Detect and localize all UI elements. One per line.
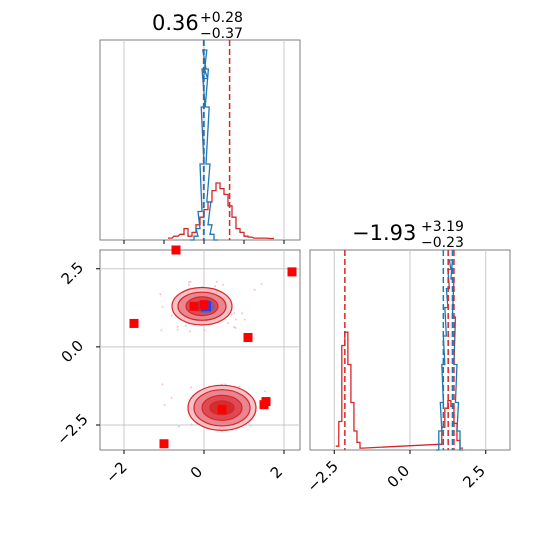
scatter-haze <box>177 425 180 428</box>
panel-frame <box>99 39 301 241</box>
scatter-haze <box>190 386 193 389</box>
series-red <box>168 182 274 240</box>
marginal-panel-param-1 <box>99 39 301 244</box>
scatter-marker <box>199 300 209 310</box>
scatter-haze <box>230 313 233 316</box>
title-param-1-plus: +0.28 <box>200 10 243 26</box>
scatter-marker <box>159 439 169 449</box>
scatter-marker <box>129 318 139 328</box>
scatter-marker <box>217 404 227 414</box>
marginal-panel-param-2: −2.5 0.0 2.5 <box>303 249 511 496</box>
scatter-marker <box>287 267 297 277</box>
x-tick-label: 2.5 <box>459 462 489 492</box>
scatter-haze <box>250 424 253 427</box>
scatter-haze <box>160 329 163 332</box>
y-tick-label: 2.5 <box>58 258 88 288</box>
scatter-marker <box>243 333 253 342</box>
title-param-1: 0.36 <box>152 11 199 35</box>
scatter-haze <box>189 330 192 333</box>
scatter-haze <box>227 322 230 325</box>
scatter-haze <box>260 282 263 285</box>
y-tick-label: −2.5 <box>53 410 91 448</box>
scatter-haze <box>189 280 192 283</box>
scatter-haze <box>234 318 237 321</box>
y-tick-label: 0.0 <box>58 337 88 367</box>
scatter-haze <box>243 318 246 321</box>
x-tick-label: −2 <box>102 458 130 486</box>
scatter-haze <box>161 305 164 308</box>
scatter-marker <box>189 301 199 311</box>
scatter-haze <box>190 423 193 426</box>
scatter-haze <box>170 396 173 399</box>
scatter-haze <box>234 326 237 329</box>
joint-panel: −2 0 2 −2.5 0.0 2.5 <box>53 245 301 487</box>
scatter-haze <box>241 312 244 315</box>
scatter-haze <box>187 281 190 284</box>
scatter-haze <box>163 404 166 407</box>
x-tick-label: 0 <box>187 463 206 482</box>
series-blue <box>190 49 218 241</box>
title-param-2-plus: +3.19 <box>421 219 464 235</box>
scatter-haze <box>253 288 256 291</box>
scatter-haze <box>238 385 241 388</box>
series-blue <box>435 259 464 451</box>
x-tick-label: 0.0 <box>384 462 414 492</box>
scatter-haze <box>170 314 173 317</box>
scatter-marker <box>259 400 269 410</box>
title-param-2-minus: −0.23 <box>421 235 464 251</box>
scatter-haze <box>264 390 267 393</box>
scatter-haze <box>176 328 179 331</box>
x-tick-label: 2 <box>267 463 286 482</box>
x-tick-label: −2.5 <box>303 457 341 495</box>
scatter-haze <box>214 285 217 288</box>
scatter-haze <box>176 325 179 328</box>
scatter-haze <box>184 324 187 327</box>
scatter-haze <box>203 329 206 332</box>
scatter-haze <box>215 280 218 283</box>
scatter-haze <box>161 383 164 386</box>
scatter-haze <box>159 293 162 296</box>
scatter-haze <box>222 283 225 286</box>
title-param-1-minus: −0.37 <box>200 26 243 42</box>
scatter-marker <box>171 245 181 255</box>
scatter-haze <box>187 283 190 286</box>
title-param-2: −1.93 <box>352 221 416 245</box>
scatter-haze <box>233 312 236 315</box>
scatter-haze <box>233 325 236 328</box>
